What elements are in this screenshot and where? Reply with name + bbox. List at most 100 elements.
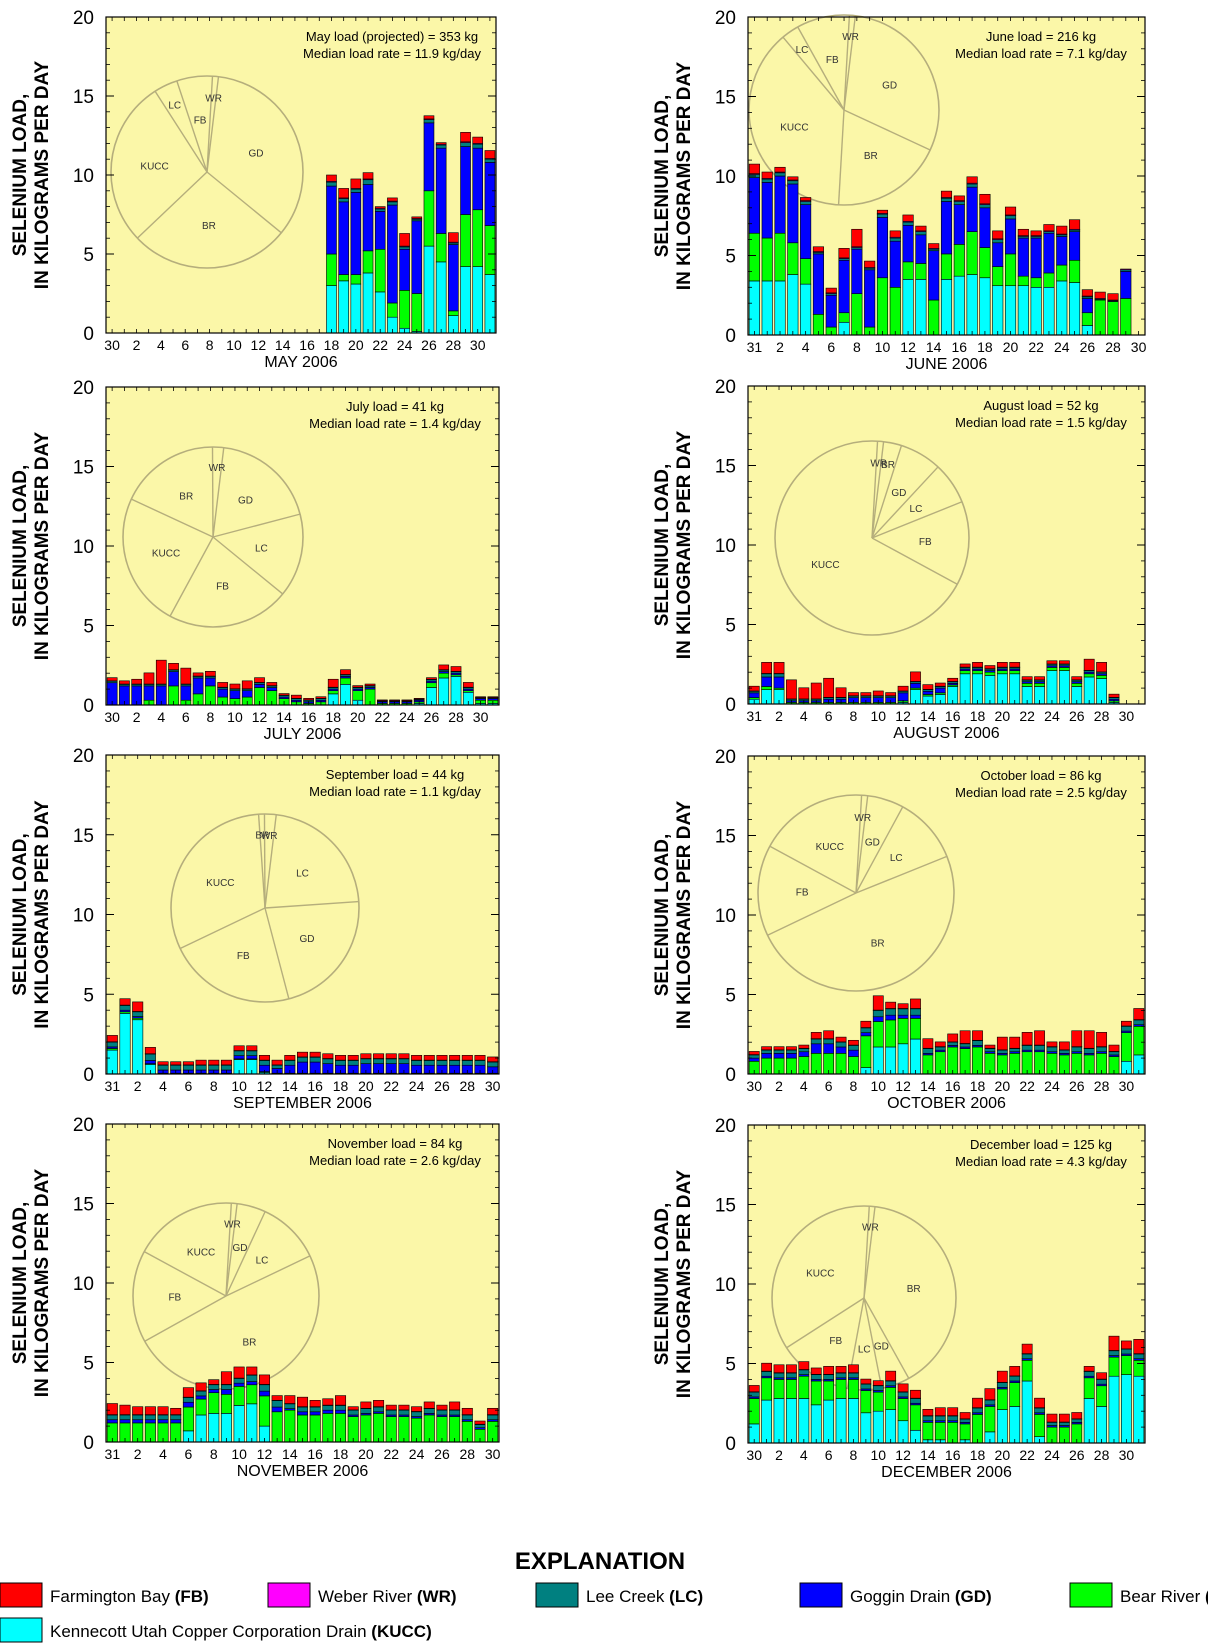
- pie-label-gd: GD: [232, 1243, 247, 1254]
- x-tick-label: 10: [870, 1078, 886, 1094]
- pie-slice-br: [131, 498, 214, 538]
- bar-segment-br: [1069, 259, 1081, 283]
- bar-segment-kucc: [761, 1399, 772, 1444]
- bar-segment-br: [1034, 683, 1045, 687]
- bar-segment-fb: [157, 1406, 169, 1415]
- pie-label-wr: WR: [209, 463, 226, 474]
- bar-segment-lc: [996, 1049, 1008, 1054]
- bar-segment-lc: [959, 1418, 971, 1423]
- y-tick-label: 15: [715, 827, 736, 848]
- bar-segment-lc: [1009, 1375, 1021, 1382]
- x-tick-label: 2: [775, 1078, 783, 1094]
- bar-segment-kucc: [897, 1043, 909, 1075]
- bar-segment-lc: [860, 1027, 872, 1033]
- x-tick-label: 26: [1069, 1078, 1085, 1094]
- bar-segment-kucc: [1030, 286, 1042, 336]
- bar-segment-gd: [217, 688, 229, 698]
- bar-segment-kucc: [1121, 1374, 1132, 1444]
- x-tick-label: 24: [1044, 1447, 1060, 1463]
- bar-segment-lc: [984, 1399, 996, 1406]
- bar-segment-gd: [848, 1049, 859, 1057]
- pie-slice-br: [855, 855, 948, 894]
- legend-abbr: (KUCC): [371, 1622, 431, 1641]
- bar-segment-fb: [350, 178, 362, 189]
- y-tick-label: 5: [83, 245, 94, 266]
- bar-segment-br: [1046, 667, 1058, 671]
- annotation-median-rate: Median load rate = 7.1 kg/day: [955, 46, 1127, 61]
- bar-segment-br: [340, 677, 351, 685]
- annotation-median-rate: Median load rate = 11.9 kg/day: [303, 46, 481, 61]
- bar-segment-lc: [338, 198, 349, 203]
- bar-segment-lc: [953, 201, 965, 205]
- bar-segment-lc: [360, 1058, 372, 1064]
- pie-slice-wr: [225, 1203, 233, 1297]
- bar-segment-br: [1083, 1377, 1095, 1399]
- bar-segment-fb: [823, 1030, 835, 1040]
- bar-segment-lc: [398, 1409, 410, 1416]
- y-tick-label: 20: [715, 8, 736, 29]
- pie-slice-wr: [863, 1206, 870, 1299]
- bar-segment-kucc: [773, 1398, 785, 1444]
- x-tick-label: 31: [105, 1446, 121, 1462]
- bar-segment-gd: [979, 207, 991, 248]
- bar-segment-br: [1107, 301, 1119, 336]
- bar-segment-fb: [180, 667, 192, 685]
- pie-slice-lc: [225, 1211, 266, 1297]
- pie-slice-fb: [176, 80, 208, 173]
- bar-segment-fb: [398, 1404, 410, 1411]
- pie-label-fb: FB: [829, 1336, 842, 1347]
- bar-segment-fb: [1083, 1030, 1095, 1049]
- bar-segment-fb: [347, 1055, 359, 1061]
- bar-segment-gd: [992, 242, 1004, 267]
- annotation-median-rate: Median load rate = 4.3 kg/day: [955, 1154, 1127, 1169]
- x-tick-label: 6: [825, 708, 833, 724]
- pie-label-fb: FB: [919, 537, 932, 548]
- bar-segment-lc: [1071, 1046, 1083, 1053]
- bar-segment-fb: [435, 142, 447, 145]
- bar-segment-fb: [947, 1033, 959, 1043]
- legend-label-fb: Farmington Bay (FB): [50, 1587, 209, 1606]
- bar-segment-br: [362, 250, 374, 274]
- bar-segment-fb: [385, 1404, 397, 1411]
- bar-segment-gd: [940, 201, 953, 255]
- bar-segment-gd: [387, 204, 398, 304]
- bar-segment-lc: [786, 1049, 797, 1054]
- pie-slice-kucc: [769, 845, 857, 894]
- bar-segment-br: [233, 1386, 245, 1406]
- x-tick-label: 2: [776, 339, 784, 355]
- bar-segment-fb: [773, 1046, 785, 1051]
- legend-item-fb: Farmington Bay (FB): [0, 1582, 209, 1608]
- bar-segment-lc: [297, 1406, 308, 1413]
- bar-segment-br: [1056, 264, 1068, 282]
- bar-segment-gd: [761, 1053, 772, 1059]
- x-tick-label: 8: [850, 1078, 858, 1094]
- bar-segment-gd: [835, 1046, 847, 1054]
- bar-segment-fb: [810, 1032, 822, 1040]
- bar-segment-lc: [385, 1409, 397, 1416]
- bar-segment-lc: [487, 1414, 499, 1421]
- bar-segment-lc: [449, 1060, 461, 1066]
- pie-label-kucc: KUCC: [187, 1247, 215, 1258]
- bar-segment-fb: [195, 1382, 207, 1392]
- x-tick-label: 6: [182, 709, 190, 725]
- bar-segment-lc: [435, 144, 447, 149]
- bar-segment-br: [810, 1380, 822, 1406]
- bar-segment-lc: [436, 1060, 448, 1066]
- bar-segment-gd: [915, 234, 927, 264]
- bar-segment-kucc: [972, 673, 983, 705]
- bar-segment-br: [761, 237, 773, 282]
- y-tick-label: 5: [725, 247, 736, 268]
- bar-segment-lc: [1133, 1019, 1145, 1026]
- pie-slice-kucc: [169, 536, 214, 617]
- bar-segment-fb: [144, 1406, 156, 1415]
- pie-slice-gd: [871, 445, 903, 539]
- pie-slice-gd: [264, 900, 359, 909]
- x-tick-label: 12: [257, 1078, 273, 1094]
- pie-slice-fb: [797, 26, 845, 111]
- bar-segment-fb: [374, 206, 386, 209]
- bar-segment-lc: [992, 239, 1004, 244]
- bar-segment-lc: [195, 1064, 207, 1071]
- bar-segment-fb: [462, 682, 474, 688]
- bar-segment-kucc: [374, 291, 386, 334]
- x-tick-label: 6: [825, 1078, 833, 1094]
